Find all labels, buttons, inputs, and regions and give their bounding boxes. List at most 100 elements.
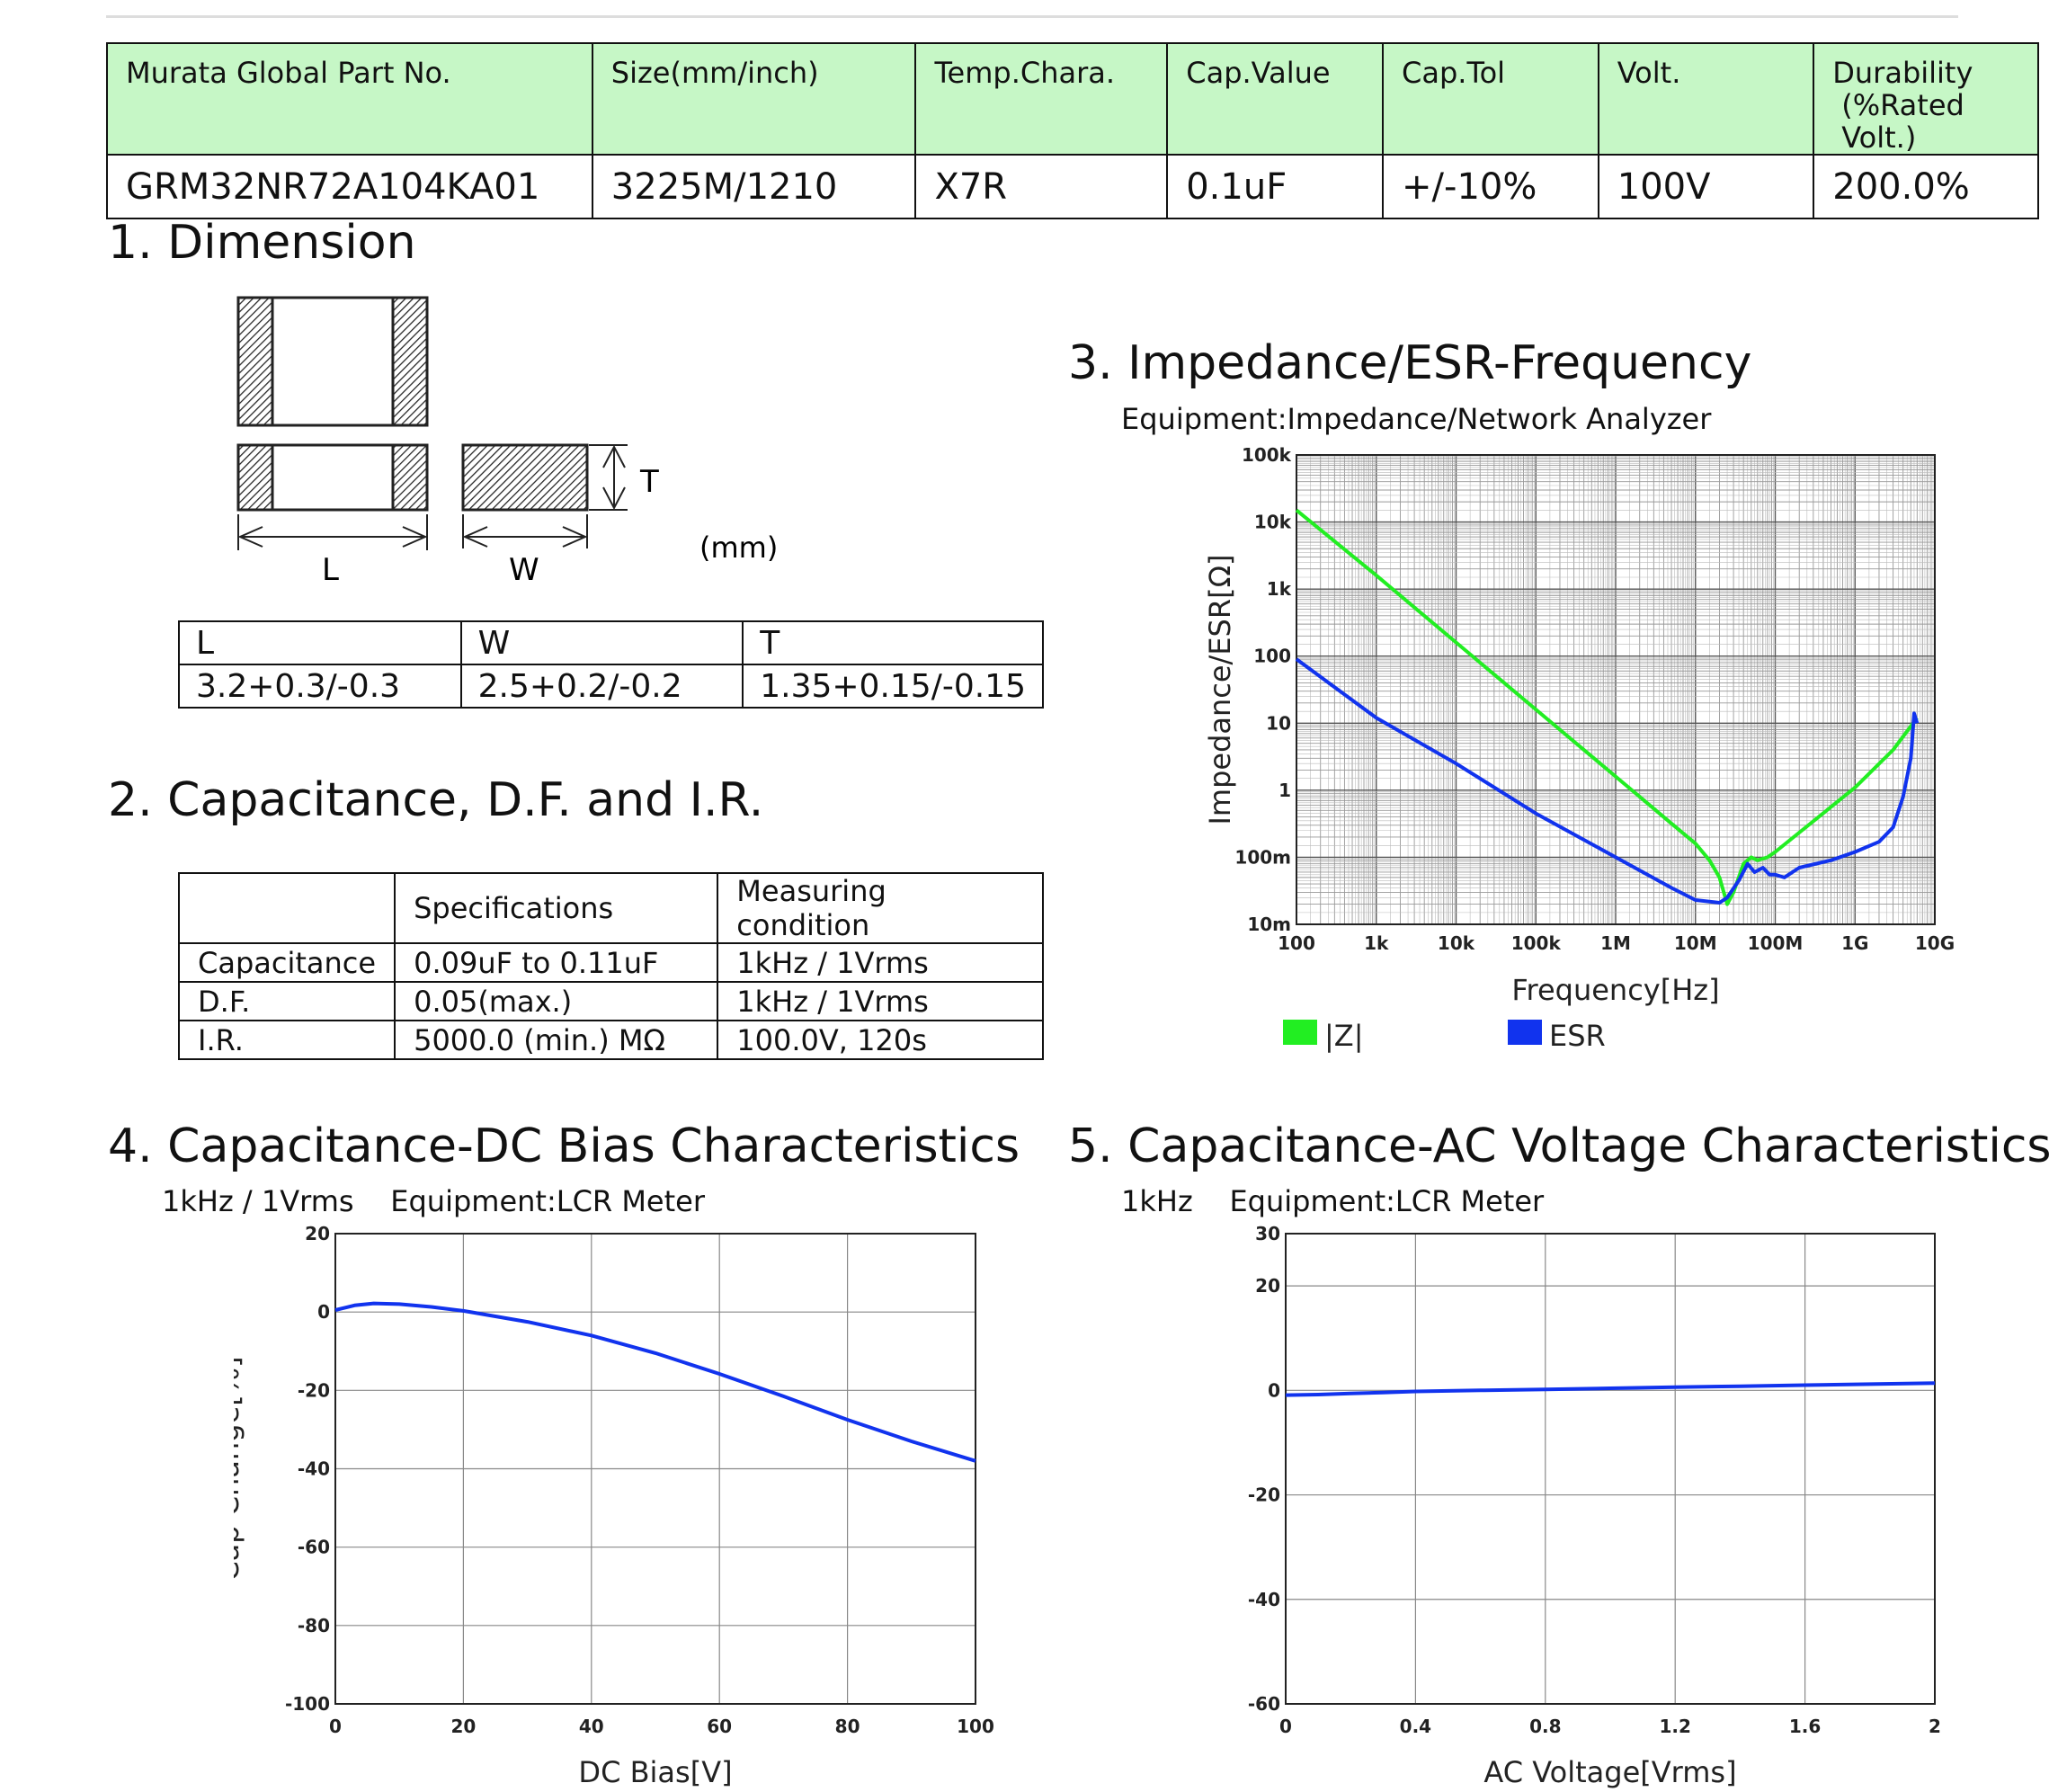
part-table-row: GRM32NR72A104KA01 3225M/1210 X7R 0.1uF +… [106, 154, 2039, 219]
value-temp-chara: X7R [914, 154, 1169, 219]
x-tick-label: 0.4 [1400, 1716, 1431, 1737]
x-axis-label: Frequency[Hz] [1511, 973, 1719, 1007]
impedance-subtitle: Equipment:Impedance/Network Analyzer [1121, 402, 1712, 436]
value-cap-tol: +/-10% [1382, 154, 1599, 219]
x-tick-label: 0 [329, 1716, 342, 1737]
thickness-label: T [639, 464, 659, 500]
y-tick-label: 20 [305, 1223, 330, 1244]
spec-item: Capacitance [177, 942, 396, 983]
series-line [1285, 1381, 1936, 1397]
y-tick-label: 30 [1255, 1223, 1280, 1244]
y-tick-label: 0 [317, 1301, 330, 1323]
x-tick-label: 10M [1674, 932, 1717, 954]
dimension-table-row: 3.2+0.3/-0.3 2.5+0.2/-0.2 1.35+0.15/-0.1… [178, 664, 1044, 709]
y-tick-label: 100k [1242, 444, 1292, 466]
x-tick-label: 1G [1841, 932, 1868, 954]
unit-label: (mm) [699, 530, 778, 565]
y-tick-label: 10 [1266, 712, 1291, 734]
top-divider [106, 15, 1958, 18]
y-axis-label: Impedance/ESR[Ω] [1203, 554, 1237, 825]
y-tick-label: 100m [1234, 846, 1291, 868]
y-tick-label: -60 [1248, 1693, 1280, 1715]
x-tick-label: 1.6 [1789, 1716, 1821, 1737]
spec-header-spec: Specifications [394, 872, 719, 944]
length-arrow [237, 514, 428, 550]
dimension-title: 1. Dimension [108, 216, 416, 270]
y-tick-label: -80 [298, 1615, 330, 1636]
dimension-drawing: L W T (mm) [236, 296, 778, 588]
dimension-table: L W T 3.2+0.3/-0.3 2.5+0.2/-0.2 1.35+0.1… [178, 620, 1044, 709]
x-tick-label: 40 [579, 1716, 604, 1737]
value-durability: 200.0% [1813, 154, 2039, 219]
value-volt: 100V [1597, 154, 1815, 219]
y-tick-label: 10k [1254, 512, 1292, 533]
value-size: 3225M/1210 [591, 154, 917, 219]
dim-value-l: 3.2+0.3/-0.3 [178, 664, 462, 709]
x-tick-label: 60 [707, 1716, 732, 1737]
spec-value: 0.09uF to 0.11uF [394, 942, 719, 983]
spec-row-capacitance: Capacitance 0.09uF to 0.11uF 1kHz / 1Vrm… [177, 942, 1044, 983]
impedance-title: 3. Impedance/ESR-Frequency [1068, 336, 1752, 390]
y-tick-label: 1k [1267, 578, 1292, 600]
x-tick-label: 1M [1600, 932, 1631, 954]
legend-label: ESR [1549, 1019, 1606, 1053]
ac-voltage-title: 5. Capacitance-AC Voltage Characteristic… [1068, 1119, 2052, 1173]
y-tick-label: 0 [1268, 1379, 1280, 1401]
y-tick-label: 1 [1278, 780, 1291, 801]
y-tick-label: -40 [1248, 1589, 1280, 1610]
spec-table-header: Specifications Measuring condition [177, 872, 1044, 944]
plot-frame [1285, 1233, 1936, 1705]
spec-condition: 100.0V, 120s [717, 1020, 1044, 1060]
dim-header-t: T [742, 620, 1044, 665]
y-tick-label: 10m [1247, 914, 1291, 935]
x-tick-label: 100k [1511, 932, 1562, 954]
width-arrow [462, 514, 588, 548]
dim-header-w: W [459, 620, 744, 665]
header-temp-chara: Temp.Chara. [914, 42, 1169, 156]
x-tick-label: 2 [1929, 1716, 1941, 1737]
legend-label: |Z| [1324, 1019, 1363, 1053]
series-line-esr [1295, 657, 1920, 905]
durability-sub: (%Rated Volt.) [1841, 88, 1964, 155]
part-table-header: Murata Global Part No. Size(mm/inch) Tem… [106, 42, 2039, 156]
dimension-table-header: L W T [178, 620, 1044, 665]
x-tick-label: 100M [1748, 932, 1804, 954]
spec-row-df: D.F. 0.05(max.) 1kHz / 1Vrms [177, 981, 1044, 1021]
chip-end-view [461, 443, 589, 512]
header-cap-tol: Cap.Tol [1382, 42, 1599, 156]
dim-value-t: 1.35+0.15/-0.15 [742, 664, 1044, 709]
y-tick-label: -20 [298, 1379, 330, 1401]
plot-frame [1296, 454, 1936, 925]
y-tick-label: -40 [298, 1458, 330, 1480]
spec-item: I.R. [177, 1020, 396, 1060]
legend-swatch [1508, 1020, 1542, 1045]
dc-bias-title: 4. Capacitance-DC Bias Characteristics [108, 1119, 1020, 1173]
legend-swatch [1283, 1020, 1317, 1045]
length-label: L [322, 552, 339, 588]
spec-item: D.F. [177, 981, 396, 1021]
spec-header-item [177, 872, 396, 944]
durability-label: Durability [1832, 56, 1973, 90]
header-cap-value: Cap.Value [1166, 42, 1385, 156]
header-size: Size(mm/inch) [591, 42, 917, 156]
impedance-chart: 100 1k 10k 100k 1M 10M 100M 1G 10G 10m 100m 1 10 100 1… [1203, 444, 1955, 1053]
ac-voltage-chart: 0 0.4 0.8 1.2 1.6 2 30 20 0 -20 -40 -60 AC Voltage[V… [1248, 1223, 1941, 1789]
y-tick-label: -60 [298, 1537, 330, 1558]
header-durability: Durability (%Rated Volt.) [1813, 42, 2039, 156]
chip-top-view [236, 296, 429, 427]
spec-condition: 1kHz / 1Vrms [717, 981, 1044, 1021]
spec-table: Specifications Measuring condition Capac… [177, 872, 1044, 1060]
x-tick-label: 0 [1279, 1716, 1292, 1737]
impedance-grid [1296, 455, 1935, 925]
x-tick-label: 80 [835, 1716, 860, 1737]
y-tick-label: 100 [1253, 646, 1291, 667]
spec-value: 5000.0 (min.) MΩ [394, 1020, 719, 1060]
dc-bias-subtitle: 1kHz / 1Vrms Equipment:LCR Meter [162, 1184, 705, 1218]
x-axis-label: AC Voltage[Vrms] [1483, 1755, 1736, 1789]
y-tick-label: -100 [285, 1693, 330, 1715]
value-cap-value: 0.1uF [1166, 154, 1385, 219]
series-line [334, 1301, 976, 1463]
x-tick-label: 10k [1438, 932, 1475, 954]
spec-row-ir: I.R. 5000.0 (min.) MΩ 100.0V, 120s [177, 1020, 1044, 1060]
dim-value-w: 2.5+0.2/-0.2 [459, 664, 744, 709]
